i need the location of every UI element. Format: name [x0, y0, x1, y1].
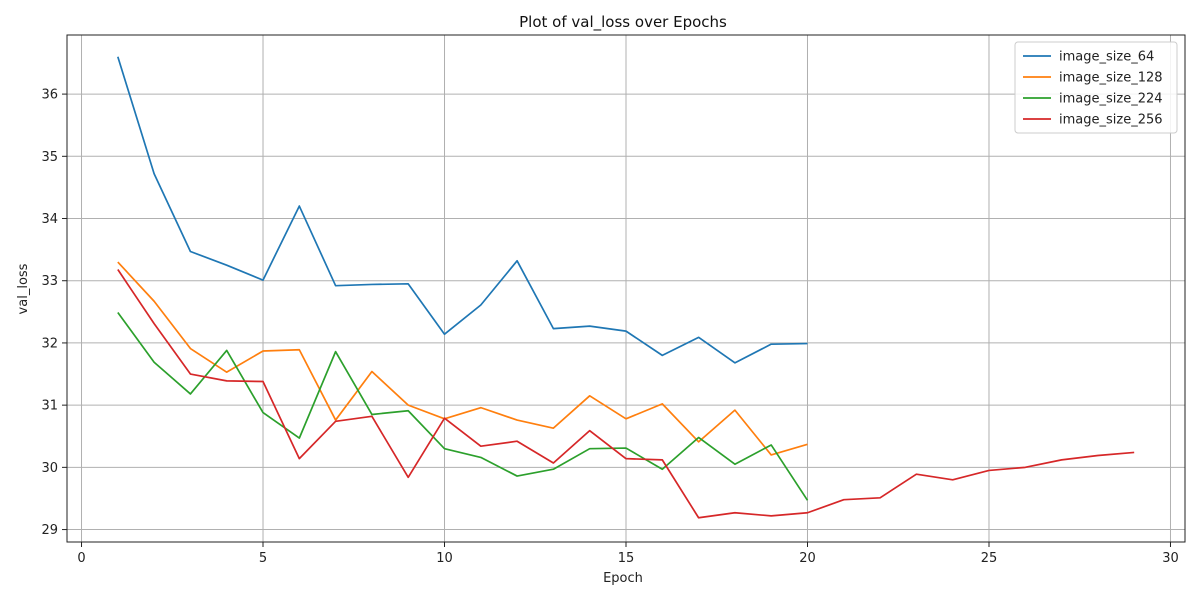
- chart-title: Plot of val_loss over Epochs: [519, 13, 727, 32]
- y-tick-label: 29: [41, 523, 58, 538]
- legend-label: image_size_64: [1059, 50, 1154, 65]
- legend-label: image_size_256: [1059, 113, 1163, 128]
- legend: image_size_64 image_size_128 image_size_22…: [1014, 41, 1178, 134]
- series-line-image_size_256: [117, 269, 1135, 519]
- x-tick-label: 15: [618, 551, 635, 566]
- series-line-image_size_224: [117, 311, 809, 501]
- legend-label: image_size_224: [1059, 92, 1163, 107]
- y-tick-label: 34: [41, 212, 58, 227]
- y-tick-label: 36: [41, 88, 58, 103]
- x-tick-label: 30: [1162, 551, 1179, 566]
- x-axis-ticks: 0 5 10 15 20 25 30: [77, 542, 1179, 566]
- x-axis-label: Epoch: [603, 571, 643, 586]
- x-tick-label: 25: [981, 551, 998, 566]
- x-tick-label: 5: [259, 551, 267, 566]
- y-axis-ticks: 29 30 31 32 33 34 35 36: [41, 88, 67, 538]
- y-tick-label: 33: [41, 274, 58, 289]
- y-axis-label: val_loss: [16, 263, 31, 314]
- x-tick-label: 0: [77, 551, 85, 566]
- y-tick-label: 35: [41, 150, 58, 165]
- y-tick-label: 32: [41, 336, 58, 351]
- legend-box: [1014, 41, 1178, 134]
- y-tick-label: 31: [41, 399, 58, 414]
- x-tick-label: 20: [799, 551, 816, 566]
- legend-label: image_size_128: [1059, 71, 1163, 86]
- series-lines: [117, 56, 1135, 519]
- series-line-image_size_128: [117, 261, 808, 456]
- x-tick-label: 10: [436, 551, 453, 566]
- grid: [67, 35, 1185, 542]
- y-tick-label: 30: [41, 461, 58, 476]
- series-line-image_size_64: [117, 56, 808, 364]
